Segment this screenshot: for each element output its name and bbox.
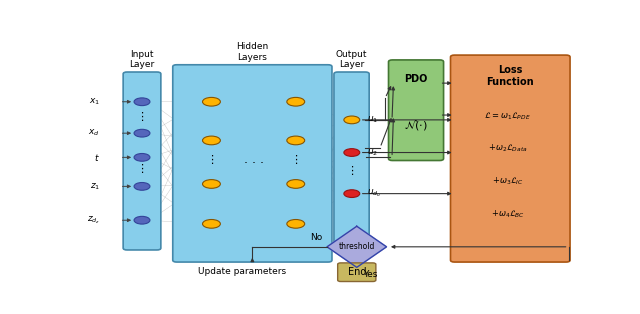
Text: $t$: $t$ [94,152,100,163]
Text: . . .: . . . [244,153,264,166]
Circle shape [134,216,150,224]
Circle shape [134,129,150,137]
Text: $u_2$: $u_2$ [367,147,378,158]
Circle shape [202,219,220,228]
Text: ⋮: ⋮ [136,165,148,175]
Text: Update parameters: Update parameters [198,268,287,276]
FancyBboxPatch shape [338,263,376,282]
Circle shape [134,98,150,106]
Polygon shape [327,226,387,268]
Text: $x_1$: $x_1$ [89,96,100,107]
Text: Yes: Yes [363,270,377,279]
Text: $+\omega_2 \mathcal{L}_{Data}$: $+\omega_2 \mathcal{L}_{Data}$ [488,143,527,154]
Text: Input
Layer: Input Layer [129,50,155,69]
Text: Loss
Function: Loss Function [486,66,534,87]
Text: PDO: PDO [404,74,428,84]
FancyBboxPatch shape [388,60,444,160]
Text: Output
Layer: Output Layer [336,50,367,69]
FancyBboxPatch shape [173,65,332,262]
Circle shape [134,182,150,190]
Circle shape [287,180,305,188]
FancyBboxPatch shape [123,72,161,250]
Text: $z_1$: $z_1$ [90,181,100,192]
FancyBboxPatch shape [334,72,369,250]
Text: $+\omega_3 \mathcal{L}_{IC}$: $+\omega_3 \mathcal{L}_{IC}$ [492,176,524,187]
FancyBboxPatch shape [451,55,570,262]
Text: ⋮: ⋮ [206,155,217,165]
Text: ⋮: ⋮ [290,155,301,165]
Circle shape [287,97,305,106]
Circle shape [202,97,220,106]
Text: End: End [348,267,366,277]
Circle shape [202,180,220,188]
Text: $z_{d_z}$: $z_{d_z}$ [86,214,100,226]
Text: $+\omega_4 \mathcal{L}_{BC}$: $+\omega_4 \mathcal{L}_{BC}$ [491,208,525,219]
Text: ⋮: ⋮ [346,166,357,176]
Circle shape [287,136,305,145]
Circle shape [202,136,220,145]
Text: ⋮: ⋮ [136,112,148,122]
Circle shape [134,154,150,161]
Text: No: No [310,233,322,242]
Circle shape [344,149,360,156]
Text: $u_{d_u}$: $u_{d_u}$ [367,188,381,199]
Text: Hidden
Layers: Hidden Layers [236,42,269,62]
Circle shape [344,190,360,198]
Text: threshold: threshold [339,242,375,251]
Text: $\mathcal{N}(\cdot)$: $\mathcal{N}(\cdot)$ [404,118,428,132]
Text: $u_1$: $u_1$ [367,115,378,125]
Circle shape [287,219,305,228]
Text: $\mathcal{L} = \omega_1 \mathcal{L}_{PDE}$: $\mathcal{L} = \omega_1 \mathcal{L}_{PDE… [484,110,531,122]
Text: $x_d$: $x_d$ [88,128,100,138]
Circle shape [344,116,360,124]
